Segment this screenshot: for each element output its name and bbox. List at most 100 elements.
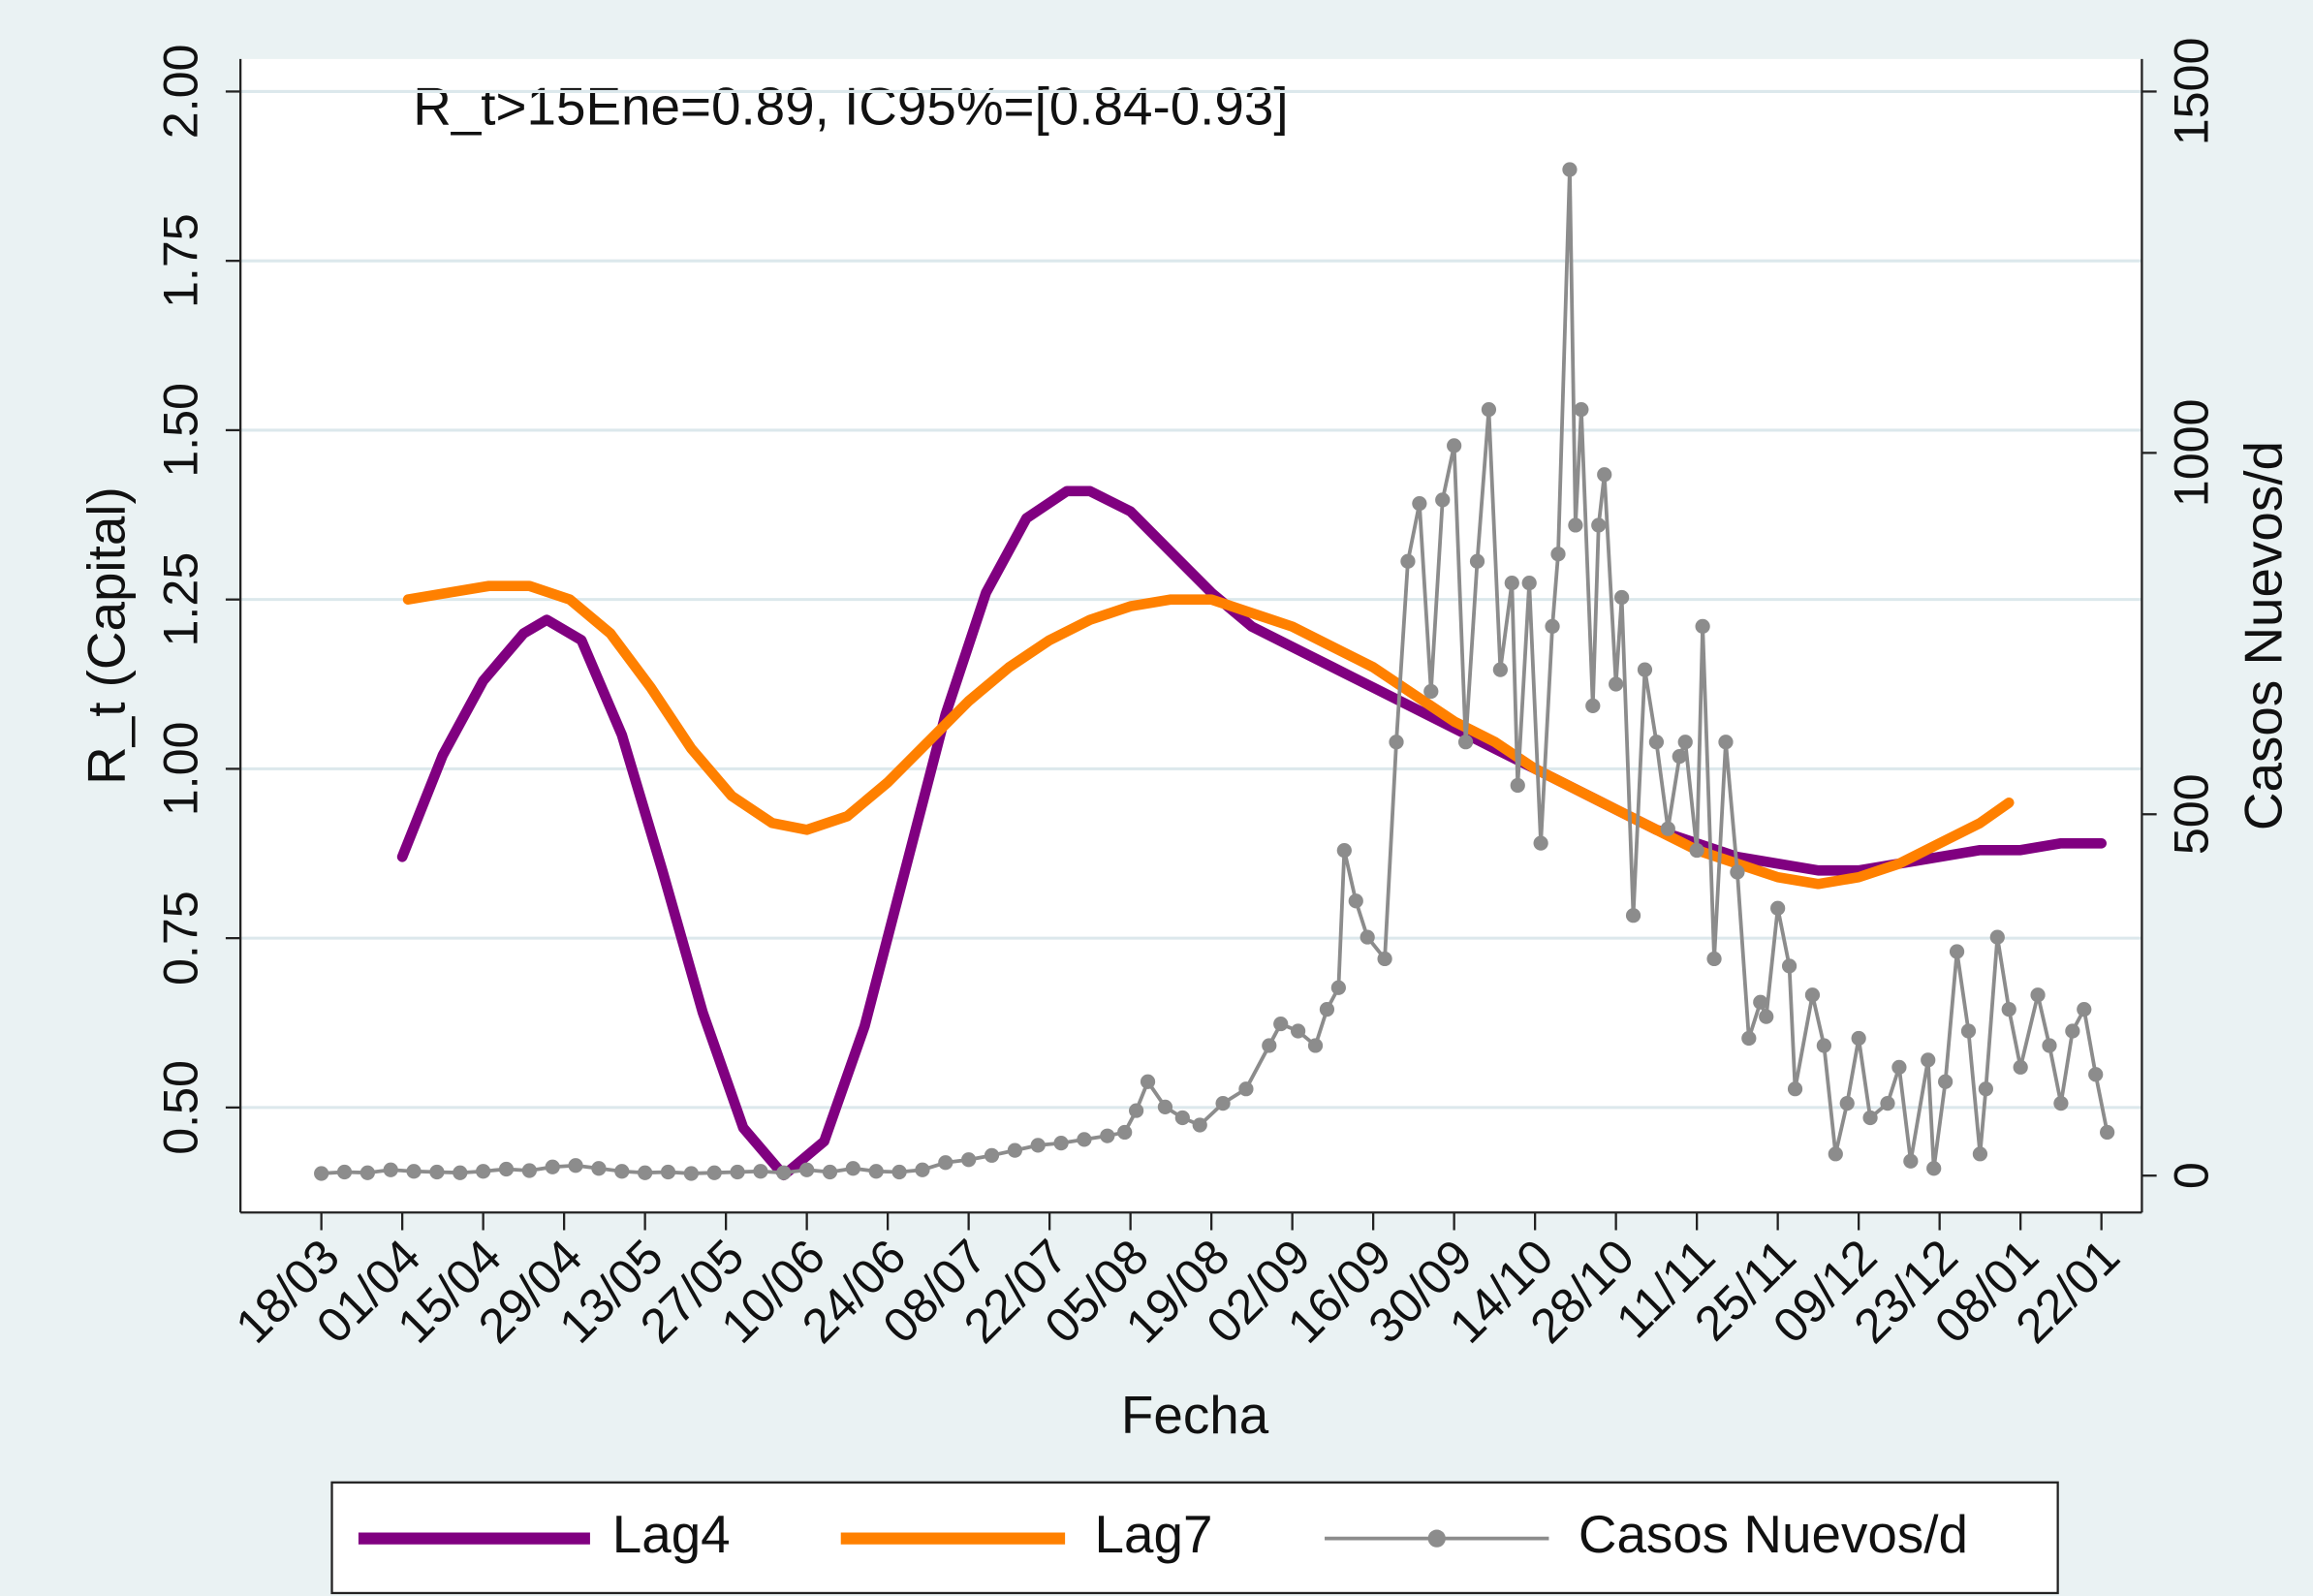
- data-point: [1989, 929, 2005, 945]
- data-point: [961, 1152, 977, 1168]
- data-point: [1978, 1081, 1993, 1097]
- legend-marker: [1427, 1529, 1446, 1548]
- data-point: [1521, 576, 1537, 591]
- y2-tick-label: 0: [2164, 1162, 2218, 1189]
- data-point: [1007, 1142, 1022, 1158]
- data-point: [1389, 735, 1404, 750]
- data-point: [1492, 662, 1508, 677]
- data-point: [1816, 1038, 1831, 1053]
- legend-label: Lag4: [612, 1504, 731, 1564]
- data-point: [1100, 1128, 1115, 1143]
- data-point: [1273, 1016, 1289, 1032]
- data-point: [1591, 517, 1607, 533]
- data-point: [2088, 1067, 2104, 1082]
- data-point: [1741, 1030, 1757, 1047]
- data-point: [545, 1159, 560, 1174]
- data-point: [1972, 1146, 1988, 1162]
- data-point: [1457, 735, 1474, 750]
- data-point: [406, 1164, 422, 1179]
- data-point: [1926, 1161, 1942, 1176]
- data-point: [1862, 1110, 1878, 1126]
- data-point: [1481, 402, 1497, 418]
- data-point: [1307, 1038, 1324, 1053]
- data-point: [1215, 1096, 1231, 1111]
- data-point: [1660, 821, 1675, 836]
- data-point: [730, 1164, 745, 1180]
- data-point: [1140, 1074, 1156, 1089]
- data-point: [915, 1162, 930, 1177]
- data-point: [638, 1165, 653, 1180]
- data-point: [1706, 951, 1722, 967]
- data-point: [1637, 662, 1653, 677]
- data-point: [1423, 683, 1439, 700]
- data-point: [1689, 842, 1704, 859]
- data-point: [938, 1155, 953, 1171]
- data-point: [1238, 1081, 1254, 1097]
- data-point: [1851, 1030, 1866, 1047]
- legend-label: Lag7: [1095, 1504, 1213, 1564]
- y-tick-label: 0.75: [154, 891, 208, 986]
- data-point: [359, 1165, 375, 1180]
- y2-axis-label: Casos Nuevos/d: [2233, 441, 2293, 830]
- data-point: [336, 1164, 353, 1180]
- data-point: [1949, 944, 1965, 959]
- data-point: [1545, 618, 1560, 634]
- data-point: [1435, 492, 1451, 508]
- data-point: [1574, 402, 1589, 418]
- data-point: [1550, 547, 1566, 562]
- data-point: [776, 1165, 792, 1180]
- data-point: [2100, 1124, 2115, 1141]
- data-point: [1960, 1023, 1977, 1039]
- y-tick-label: 0.50: [154, 1060, 208, 1155]
- data-point: [2030, 987, 2046, 1003]
- data-point: [1759, 1009, 1774, 1024]
- data-point: [614, 1164, 630, 1179]
- data-point: [1880, 1096, 1895, 1111]
- y2-tick-label: 1500: [2164, 38, 2218, 146]
- y-tick-label: 1.50: [154, 383, 208, 478]
- data-point: [476, 1164, 491, 1179]
- data-point: [822, 1164, 838, 1180]
- data-point: [429, 1164, 445, 1180]
- data-point: [1262, 1038, 1277, 1053]
- data-point: [498, 1161, 515, 1177]
- data-point: [1903, 1153, 1919, 1169]
- data-point: [453, 1165, 468, 1180]
- data-point: [1192, 1117, 1207, 1133]
- data-point: [1360, 929, 1375, 945]
- data-point: [1330, 980, 1346, 995]
- data-point: [1077, 1132, 1092, 1147]
- series-line: [402, 580, 2015, 890]
- data-point: [1400, 553, 1416, 569]
- data-point: [1718, 735, 1734, 750]
- data-point: [568, 1158, 583, 1174]
- data-point: [1157, 1099, 1173, 1114]
- data-point: [1828, 1146, 1843, 1162]
- data-point: [1695, 618, 1710, 634]
- data-point: [1348, 893, 1363, 909]
- data-point: [1377, 951, 1392, 967]
- data-point: [753, 1164, 768, 1179]
- data-point: [845, 1161, 860, 1176]
- data-point: [1672, 749, 1687, 765]
- data-point: [1129, 1103, 1144, 1118]
- y-tick-label: 1.00: [154, 722, 208, 817]
- y2-tick-label: 1000: [2164, 399, 2218, 508]
- data-point: [660, 1164, 676, 1180]
- data-point: [1787, 1081, 1803, 1097]
- data-point: [314, 1166, 329, 1181]
- data-point: [1609, 676, 1624, 692]
- y-axis-label: R_t (Capital): [77, 486, 137, 785]
- data-point: [1585, 698, 1601, 714]
- data-point: [521, 1163, 537, 1178]
- y2-tick-label: 500: [2164, 773, 2218, 855]
- y-tick-label: 1.75: [154, 213, 208, 308]
- data-point: [591, 1161, 607, 1176]
- data-point: [1938, 1074, 1954, 1089]
- data-point: [1510, 777, 1525, 794]
- legend: [330, 1481, 2059, 1595]
- data-point: [1336, 842, 1352, 859]
- data-point: [1781, 958, 1797, 974]
